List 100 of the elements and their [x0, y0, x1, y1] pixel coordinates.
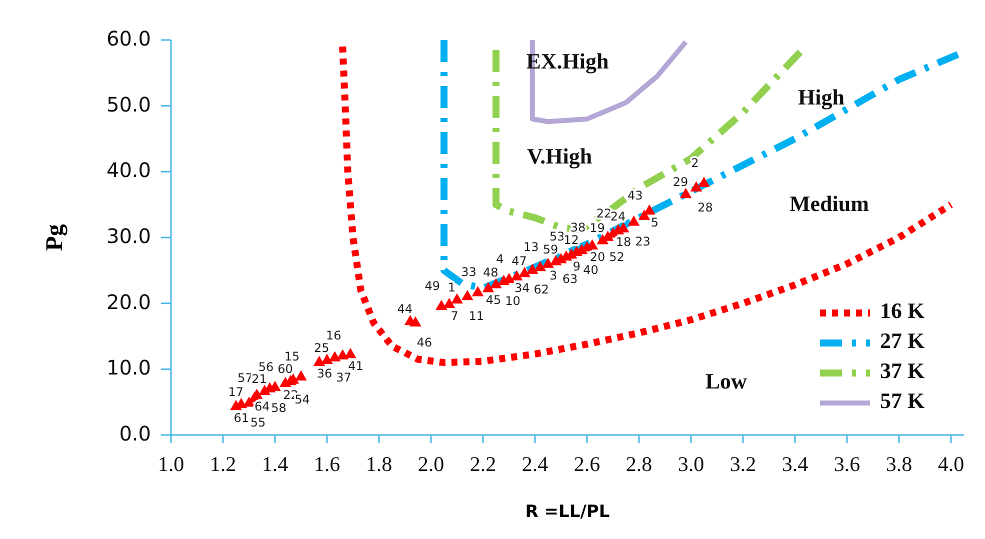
annotation: 29	[672, 175, 688, 190]
legend-label: 57 K	[880, 388, 925, 414]
point	[295, 370, 307, 380]
annotation: 20	[590, 250, 606, 264]
annotation: 63	[562, 272, 578, 286]
annotation: 4	[496, 252, 504, 266]
point	[451, 293, 463, 304]
annotation: 7	[450, 308, 458, 323]
x-tick-label: 3.8	[886, 452, 912, 476]
annotation: 48	[483, 265, 498, 280]
annotation: 40	[583, 262, 598, 277]
annotation: High	[798, 84, 844, 110]
y-tick-label: 60.0	[106, 26, 151, 50]
annotation: 12	[564, 233, 579, 248]
point	[328, 351, 341, 362]
y-tick-label: 40.0	[106, 158, 151, 182]
x-tick-label: 2.0	[418, 452, 444, 476]
annotation: 34	[514, 281, 530, 296]
legend-label: 16 K	[880, 298, 925, 324]
annotation: 1	[448, 280, 456, 294]
annotation: 56	[258, 360, 274, 374]
annotation: V.High	[527, 144, 592, 169]
y-tick-label: 30.0	[106, 224, 151, 248]
annotation: 52	[609, 250, 624, 264]
annotation: 53	[550, 230, 565, 244]
annotation: 37	[336, 370, 352, 384]
x-tick-label: 1.4	[262, 452, 289, 476]
annotation: 47	[512, 254, 527, 268]
annotation: 9	[572, 259, 581, 274]
point	[644, 204, 656, 215]
legend-label: 27 K	[880, 328, 925, 354]
annotation: EX.High	[526, 48, 609, 74]
annotation: 28	[698, 200, 713, 214]
x-tick-label: 4.0	[938, 452, 964, 476]
point	[344, 348, 356, 358]
point	[638, 210, 650, 220]
annotation: 62	[534, 282, 550, 297]
point	[482, 282, 494, 292]
annotation: 24	[610, 209, 626, 224]
point	[313, 356, 326, 366]
x-tick-label: 2.4	[522, 452, 549, 476]
annotation: 60	[278, 362, 293, 376]
x-tick-label: 2.8	[626, 452, 652, 476]
x-tick-label: 2.6	[574, 452, 600, 476]
point	[690, 181, 702, 192]
annotation: 64	[254, 400, 270, 414]
annotation: 16	[326, 328, 342, 342]
annotation: 13	[524, 240, 539, 254]
x-tick-label: 3.0	[678, 452, 704, 476]
x-tick-label: 1.6	[314, 452, 340, 476]
point	[518, 266, 530, 278]
point	[472, 286, 484, 296]
point	[526, 264, 538, 274]
x-axis-title: R =LL/PL	[525, 502, 610, 522]
annotation: 17	[228, 385, 244, 400]
y-tick-label: 20.0	[106, 290, 151, 314]
point	[510, 270, 523, 280]
annotation: 11	[468, 309, 484, 324]
y-axis-title: Pg	[42, 224, 68, 251]
annotation: 54	[294, 392, 310, 407]
annotation: 15	[284, 349, 300, 364]
point	[436, 300, 448, 310]
annotation: 45	[486, 292, 502, 307]
annotation: 59	[542, 242, 558, 256]
annotation: Low	[705, 368, 747, 394]
x-tick-label: 2.2	[470, 452, 496, 476]
point	[336, 349, 348, 360]
annotation: 18	[616, 235, 632, 250]
point	[542, 258, 554, 268]
x-tick-label: 1.2	[210, 452, 236, 476]
point	[680, 188, 692, 198]
legend-label: 37 K	[880, 358, 925, 384]
annotation: 33	[461, 265, 476, 280]
annotation: 57	[238, 371, 253, 386]
y-tick-label: 0.0	[119, 421, 151, 446]
annotation: 41	[348, 358, 364, 373]
annotation: 55	[250, 416, 266, 430]
annotation: 23	[635, 234, 650, 249]
x-tick-label: 1.0	[158, 452, 184, 476]
point	[443, 298, 456, 308]
point	[698, 176, 710, 187]
annotation: 61	[234, 410, 249, 425]
y-tick-label: 50.0	[106, 92, 151, 116]
annotation: 3	[550, 268, 558, 283]
annotation: 2	[691, 156, 699, 170]
annotation: 19	[590, 221, 605, 236]
point	[534, 260, 546, 272]
x-tick-label: 3.2	[730, 452, 756, 476]
point	[462, 290, 474, 300]
point	[490, 278, 502, 288]
point	[410, 316, 422, 326]
y-tick-label: 10.0	[106, 356, 151, 380]
annotation: 25	[314, 341, 330, 356]
x-tick-label: 3.6	[834, 452, 860, 476]
x-tick-label: 3.4	[782, 452, 809, 476]
x-tick-label: 1.8	[366, 452, 392, 476]
annotation: 46	[416, 335, 432, 350]
point	[628, 216, 640, 226]
annotation: 10	[505, 294, 520, 308]
annotation: 58	[271, 401, 286, 416]
